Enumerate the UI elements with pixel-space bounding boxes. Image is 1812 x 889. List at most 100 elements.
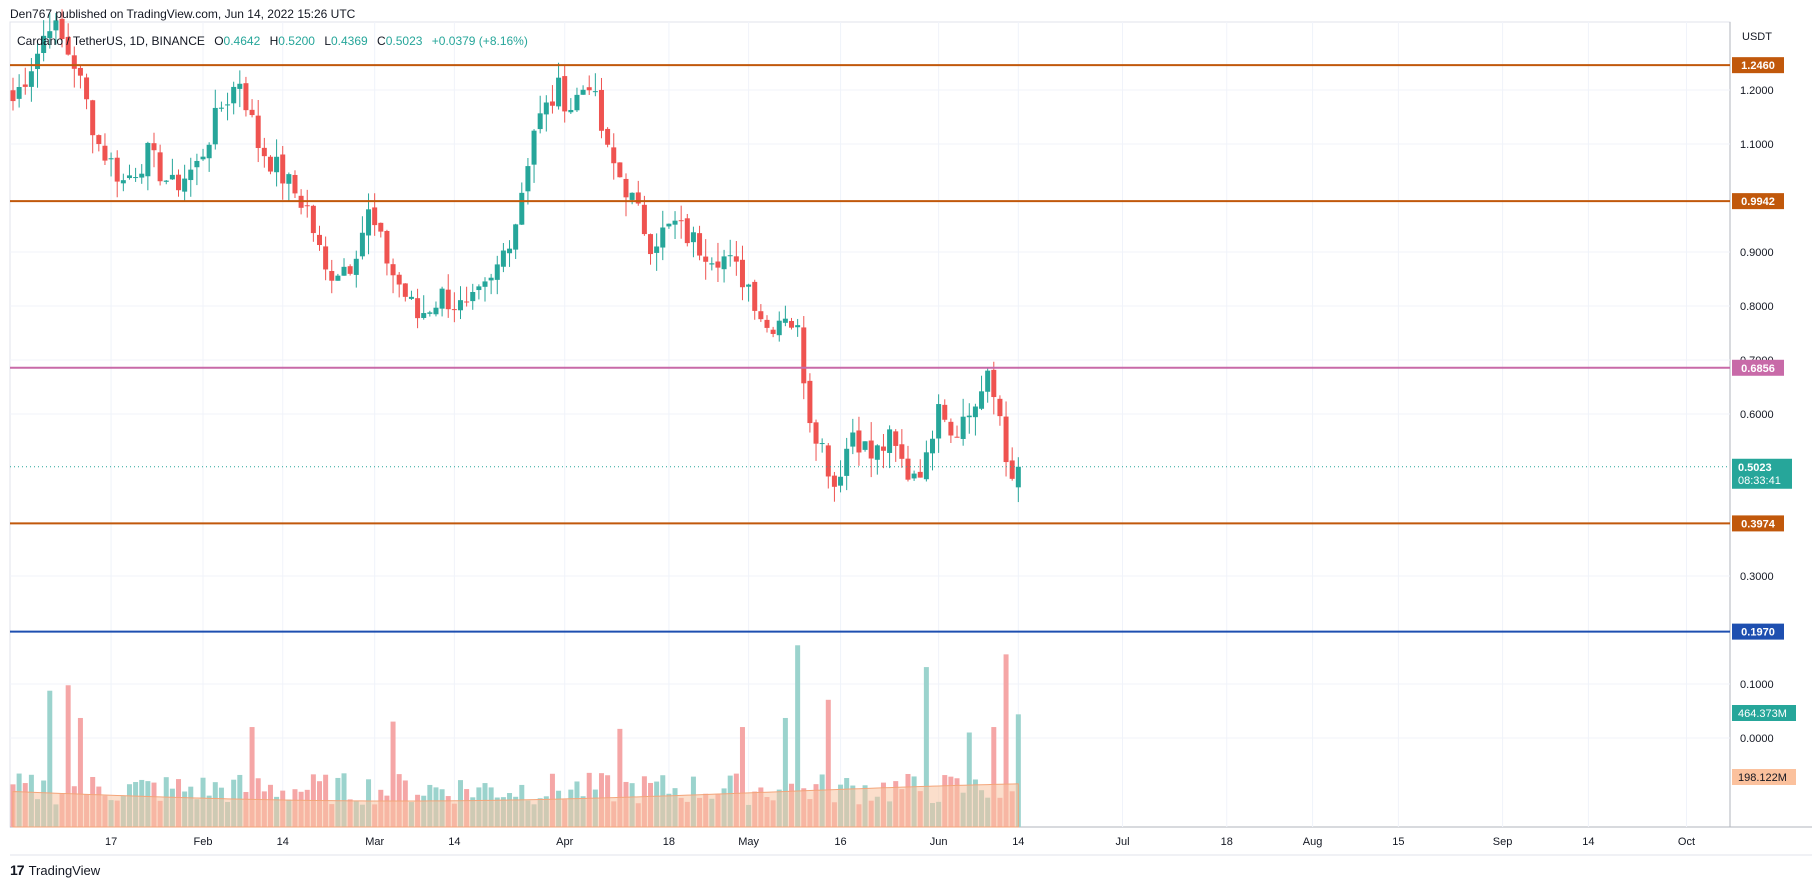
candle-body: [611, 147, 617, 164]
candle: [421, 295, 427, 320]
candle-body: [500, 250, 506, 267]
volume-bar: [966, 732, 972, 827]
candle: [660, 210, 666, 261]
x-tick-label: 16: [834, 836, 846, 848]
candle: [237, 70, 243, 108]
x-tick-label: 15: [1392, 836, 1404, 848]
candle-body: [592, 91, 598, 93]
candle: [415, 288, 421, 329]
candle: [979, 375, 985, 411]
candle: [887, 425, 893, 469]
candle-body: [194, 160, 200, 168]
volume-ma-tag: [1732, 769, 1796, 785]
candle-body: [911, 473, 917, 479]
candle-body: [415, 298, 421, 319]
candle: [868, 422, 874, 478]
candle-body: [703, 256, 709, 262]
candle: [470, 283, 476, 310]
candle: [65, 23, 71, 56]
candle-body: [856, 430, 862, 453]
candle: [243, 76, 249, 117]
candle-body: [874, 445, 880, 460]
candle: [543, 95, 549, 132]
candle: [715, 242, 721, 283]
candle-body: [286, 174, 292, 184]
candle: [966, 403, 972, 434]
candle: [911, 470, 917, 481]
level-tag: [1732, 193, 1784, 210]
candle-body: [310, 205, 316, 234]
candle-body: [623, 178, 629, 198]
candle-body: [445, 289, 451, 310]
open-label: O: [214, 34, 224, 48]
candle: [59, 9, 65, 48]
candle-body: [451, 309, 457, 311]
candle: [317, 225, 322, 251]
candle-body: [157, 152, 163, 182]
candle-body: [218, 107, 224, 109]
x-tick-label: 18: [663, 836, 675, 848]
candle: [709, 257, 715, 271]
candle-body: [917, 471, 923, 478]
candle-body: [396, 274, 402, 285]
candle-body: [531, 130, 537, 165]
candle: [347, 264, 353, 276]
x-tick-label: Oct: [1678, 836, 1695, 848]
candle-body: [715, 261, 721, 268]
candle: [648, 233, 654, 265]
candle-body: [868, 440, 874, 459]
candle: [255, 100, 261, 163]
volume-bar: [249, 727, 255, 827]
candle: [617, 162, 623, 178]
candle-body: [408, 296, 414, 299]
volume-bar: [1003, 654, 1009, 827]
candle-body: [887, 429, 893, 453]
candle-body: [366, 209, 372, 236]
candle: [396, 272, 402, 298]
candle-body: [372, 207, 378, 226]
candle: [500, 243, 506, 273]
candle-body: [764, 319, 770, 328]
candle: [163, 180, 169, 185]
candle-body: [562, 76, 568, 112]
y-tick-label: 0.0000: [1740, 733, 1774, 745]
candle: [831, 471, 837, 502]
candle-body: [120, 180, 126, 184]
candle-body: [580, 89, 586, 95]
tradingview-brand[interactable]: 17 TradingView: [10, 862, 100, 878]
candle: [451, 292, 457, 323]
candle: [991, 361, 997, 415]
candle-body: [65, 36, 71, 55]
candle: [114, 150, 120, 198]
x-tick-label: May: [738, 836, 759, 848]
candle: [359, 216, 365, 260]
candle: [212, 89, 218, 150]
candle-body: [789, 321, 795, 328]
candle-body: [666, 223, 672, 227]
candle-body: [850, 432, 856, 447]
candle: [329, 259, 335, 294]
candle-body: [678, 220, 684, 222]
candle-body: [727, 255, 733, 257]
candle-body: [126, 175, 132, 179]
level-label: 1.2460: [1741, 60, 1775, 72]
candle: [16, 74, 22, 108]
candle-body: [378, 222, 384, 232]
volume-bar: [617, 728, 623, 827]
brand-name: TradingView: [28, 862, 101, 878]
candle: [972, 403, 978, 436]
low-value: 0.4369: [331, 34, 368, 48]
candle: [464, 286, 470, 307]
candle-body: [163, 180, 169, 182]
countdown-label: 08:33:41: [1738, 475, 1781, 487]
candle: [427, 310, 433, 317]
candle: [666, 223, 672, 229]
candle-body: [507, 248, 513, 254]
y-tick-label: 0.1000: [1740, 679, 1774, 691]
candle-body: [985, 370, 991, 392]
candle: [139, 164, 145, 184]
candle: [580, 85, 586, 95]
candle-body: [905, 458, 911, 480]
candle-body: [28, 71, 34, 87]
